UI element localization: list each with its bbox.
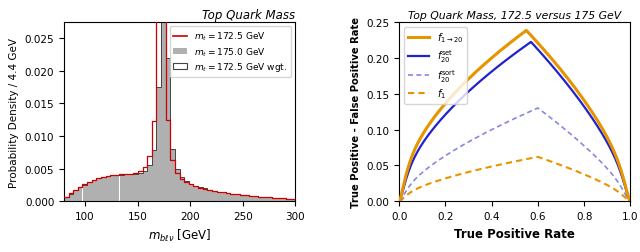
Bar xyxy=(133,174,138,202)
Bar xyxy=(291,199,295,202)
Bar xyxy=(244,196,249,202)
Bar xyxy=(212,191,216,202)
Bar xyxy=(170,149,175,202)
Bar xyxy=(198,188,203,202)
Title: Top Quark Mass, 172.5 versus 175 GeV: Top Quark Mass, 172.5 versus 175 GeV xyxy=(408,11,621,20)
Bar xyxy=(240,195,244,202)
Bar xyxy=(124,175,129,202)
Bar xyxy=(282,199,286,202)
Bar xyxy=(92,180,97,202)
Bar xyxy=(263,197,268,202)
Bar xyxy=(83,184,87,202)
Bar xyxy=(207,190,212,202)
Bar xyxy=(230,194,235,202)
Bar xyxy=(249,196,253,202)
Bar xyxy=(175,170,180,202)
Bar xyxy=(73,191,78,202)
Bar xyxy=(115,175,120,202)
Y-axis label: True Positive - False Positive Rate: True Positive - False Positive Rate xyxy=(351,17,361,207)
Bar xyxy=(64,197,68,202)
Bar xyxy=(221,193,226,202)
Bar xyxy=(268,198,272,202)
Bar xyxy=(110,176,115,202)
Bar xyxy=(152,151,156,202)
Bar xyxy=(106,177,110,202)
Bar xyxy=(166,60,170,202)
Bar xyxy=(120,175,124,202)
Bar xyxy=(184,182,189,202)
Bar xyxy=(216,192,221,202)
Bar xyxy=(193,186,198,202)
Bar xyxy=(258,197,263,202)
Bar xyxy=(87,182,92,202)
Bar xyxy=(189,184,193,202)
Bar xyxy=(143,171,147,202)
Bar xyxy=(235,195,239,202)
Bar xyxy=(101,177,106,202)
Bar xyxy=(147,166,152,202)
Bar xyxy=(138,173,143,202)
Bar xyxy=(161,0,166,202)
Bar xyxy=(286,199,291,202)
Bar xyxy=(180,177,184,202)
Bar xyxy=(203,189,207,202)
Y-axis label: Probability Density / 4.4 GeV: Probability Density / 4.4 GeV xyxy=(9,38,19,187)
Bar xyxy=(129,175,133,202)
Bar xyxy=(157,88,161,202)
Bar xyxy=(253,197,258,202)
Legend: $f_{1\rightarrow 20}$, $f_{20}^{\mathrm{set}}$, $f_{20}^{\mathrm{sort}}$, $f_1$: $f_{1\rightarrow 20}$, $f_{20}^{\mathrm{… xyxy=(404,27,467,105)
X-axis label: True Positive Rate: True Positive Rate xyxy=(454,227,575,240)
Bar xyxy=(272,198,276,202)
Bar xyxy=(97,179,101,202)
Text: Top Quark Mass: Top Quark Mass xyxy=(202,9,295,21)
Legend: $m_t = 172.5$ GeV, $m_t = 175.0$ GeV, $m_t = 172.5$ GeV wgt.: $m_t = 172.5$ GeV, $m_t = 175.0$ GeV, $m… xyxy=(170,27,291,78)
X-axis label: $m_{b\ell\nu}$ [GeV]: $m_{b\ell\nu}$ [GeV] xyxy=(148,227,211,243)
Bar xyxy=(226,193,230,202)
Bar xyxy=(276,198,282,202)
Bar xyxy=(68,194,73,202)
Bar xyxy=(78,187,83,202)
